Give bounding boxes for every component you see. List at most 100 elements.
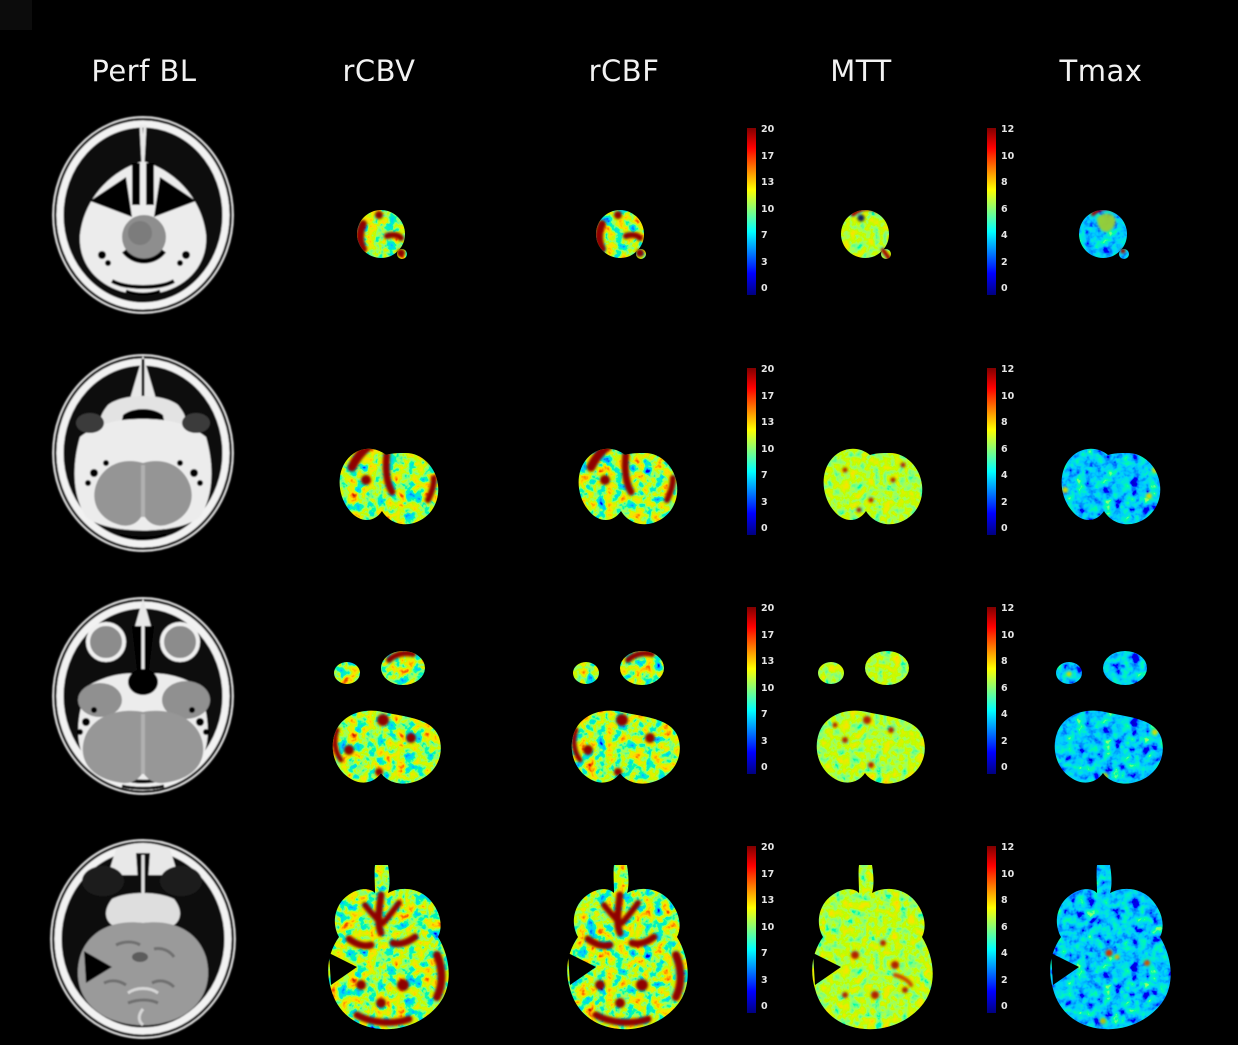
column-header-tmax: Tmax bbox=[1059, 54, 1143, 88]
colorbar-tick: 10 bbox=[1001, 868, 1015, 880]
colorbar-gradient bbox=[987, 128, 996, 295]
colorbar-tick: 10 bbox=[761, 203, 775, 215]
perfusion-map-mtt-row-2 bbox=[775, 350, 955, 560]
perfusion-map-rcbf-row-1 bbox=[530, 110, 710, 320]
brain bbox=[77, 922, 209, 1026]
colorbar-tick: 8 bbox=[1001, 177, 1008, 188]
colorbar-tick: 12 bbox=[1001, 364, 1015, 375]
colorbar-tick: 13 bbox=[761, 177, 775, 188]
colorbar-tick: 2 bbox=[1001, 735, 1008, 747]
colorbar-tick: 10 bbox=[1001, 390, 1015, 402]
colorbar-tick: 2 bbox=[1001, 256, 1008, 268]
ct-slice-row-1 bbox=[28, 105, 258, 315]
nose-outline bbox=[139, 124, 147, 164]
colorbar-tick-labels: 20 17 13 10 7 3 0 bbox=[761, 842, 801, 1013]
colorbar-tick-labels: 20 17 13 10 7 3 0 bbox=[761, 124, 801, 295]
colorbar-tick: 17 bbox=[761, 390, 775, 402]
colorbar-tick-labels: 12 10 8 6 4 2 0 bbox=[1001, 842, 1041, 1013]
ventricle bbox=[132, 952, 148, 962]
colorbar-tick: 4 bbox=[1001, 470, 1008, 481]
colorbar-tick-labels: 12 10 8 6 4 2 0 bbox=[1001, 364, 1041, 535]
perfusion-map-rcbv-row-3 bbox=[291, 590, 471, 800]
column-header-rcbf: rCBF bbox=[588, 54, 660, 88]
colorbar-gradient bbox=[747, 368, 756, 535]
colorbar-tick: 8 bbox=[1001, 895, 1008, 906]
colorbar-tick-labels: 12 10 8 6 4 2 0 bbox=[1001, 603, 1041, 774]
perfusion-map-rcbv-row-4 bbox=[291, 835, 471, 1045]
colorbar-tick: 7 bbox=[761, 948, 768, 959]
colorbar-tick: 0 bbox=[1001, 1001, 1008, 1012]
colorbar-tick: 0 bbox=[761, 283, 768, 294]
colorbar-gradient bbox=[987, 368, 996, 535]
colorbar-gradient bbox=[747, 128, 756, 295]
colorbar-tick: 0 bbox=[1001, 762, 1008, 773]
temporal-lobe-left bbox=[78, 683, 122, 717]
colorbar-gradient bbox=[987, 846, 996, 1013]
left-air-wedge bbox=[84, 951, 112, 983]
orbit-left bbox=[86, 622, 126, 662]
colorbar-tick: 6 bbox=[1001, 203, 1008, 215]
colorbar-tick: 20 bbox=[761, 124, 775, 135]
column-header-mtt: MTT bbox=[830, 54, 892, 88]
colorbar-tick: 20 bbox=[761, 842, 775, 853]
colorbar-tick: 0 bbox=[1001, 283, 1008, 294]
column-header-perf-bl: Perf BL bbox=[91, 54, 197, 88]
colorbar-tick: 12 bbox=[1001, 603, 1015, 614]
colorbar-tick: 3 bbox=[761, 974, 768, 986]
colorbar-tick: 20 bbox=[761, 603, 775, 614]
colorbar-gradient bbox=[747, 607, 756, 774]
colorbar-tick: 0 bbox=[1001, 523, 1008, 534]
perfusion-map-rcbf-row-2 bbox=[530, 350, 710, 560]
perfusion-map-tmax-row-1 bbox=[1013, 110, 1193, 320]
colorbar-tick: 7 bbox=[761, 230, 768, 241]
colorbar-tick: 10 bbox=[761, 443, 775, 455]
column-header-rcbv: rCBV bbox=[342, 54, 416, 88]
colorbar-tick: 8 bbox=[1001, 417, 1008, 428]
orbit-right bbox=[160, 866, 202, 896]
perfusion-map-tmax-row-3 bbox=[1013, 590, 1193, 800]
colorbar-tick-labels: 20 17 13 10 7 3 0 bbox=[761, 364, 801, 535]
colorbar-gradient bbox=[747, 846, 756, 1013]
colorbar-tick: 13 bbox=[761, 656, 775, 667]
perfusion-map-rcbv-row-2 bbox=[291, 350, 471, 560]
ct-slice-row-3 bbox=[28, 590, 258, 800]
colorbar-tick: 13 bbox=[761, 895, 775, 906]
colorbar-tick-labels: 20 17 13 10 7 3 0 bbox=[761, 603, 801, 774]
perfusion-map-rcbf-row-4 bbox=[530, 835, 710, 1045]
perfusion-map-tmax-row-4 bbox=[1013, 835, 1193, 1045]
colorbar-tick: 4 bbox=[1001, 230, 1008, 241]
perfusion-map-tmax-row-2 bbox=[1013, 350, 1193, 560]
colorbar-tick: 2 bbox=[1001, 496, 1008, 508]
colorbar-tick: 0 bbox=[761, 762, 768, 773]
colorbar-tick: 10 bbox=[1001, 150, 1015, 162]
colorbar-tick: 4 bbox=[1001, 709, 1008, 720]
colorbar-tick: 17 bbox=[761, 868, 775, 880]
colorbar-tick: 7 bbox=[761, 470, 768, 481]
colorbar-tick: 4 bbox=[1001, 948, 1008, 959]
colorbar-tick: 20 bbox=[761, 364, 775, 375]
colorbar-tick: 3 bbox=[761, 256, 768, 268]
colorbar-tick: 17 bbox=[761, 150, 775, 162]
colorbar-tick: 10 bbox=[761, 921, 775, 933]
colorbar-tick: 8 bbox=[1001, 656, 1008, 667]
ct-slice-row-4 bbox=[28, 833, 258, 1043]
perfusion-map-rcbv-row-1 bbox=[291, 110, 471, 320]
colorbar-tick: 0 bbox=[761, 523, 768, 534]
orbit-right bbox=[160, 622, 200, 662]
perfusion-map-rcbf-row-3 bbox=[530, 590, 710, 800]
colorbar-tick: 10 bbox=[761, 682, 775, 694]
colorbar-tick-labels: 12 10 8 6 4 2 0 bbox=[1001, 124, 1041, 295]
perfusion-map-mtt-row-4 bbox=[775, 835, 955, 1045]
colorbar-tick: 3 bbox=[761, 496, 768, 508]
ct-slice-row-2 bbox=[28, 345, 258, 555]
colorbar-tick: 6 bbox=[1001, 921, 1008, 933]
perfusion-map-mtt-row-3 bbox=[775, 590, 955, 800]
orbit-left bbox=[82, 866, 124, 896]
colorbar-tick: 7 bbox=[761, 709, 768, 720]
colorbar-tick: 12 bbox=[1001, 124, 1015, 135]
colorbar-gradient bbox=[987, 607, 996, 774]
colorbar-tick: 6 bbox=[1001, 682, 1008, 694]
sphenoid-air bbox=[128, 669, 158, 695]
colorbar-tick: 6 bbox=[1001, 443, 1008, 455]
colorbar-tick: 12 bbox=[1001, 842, 1015, 853]
